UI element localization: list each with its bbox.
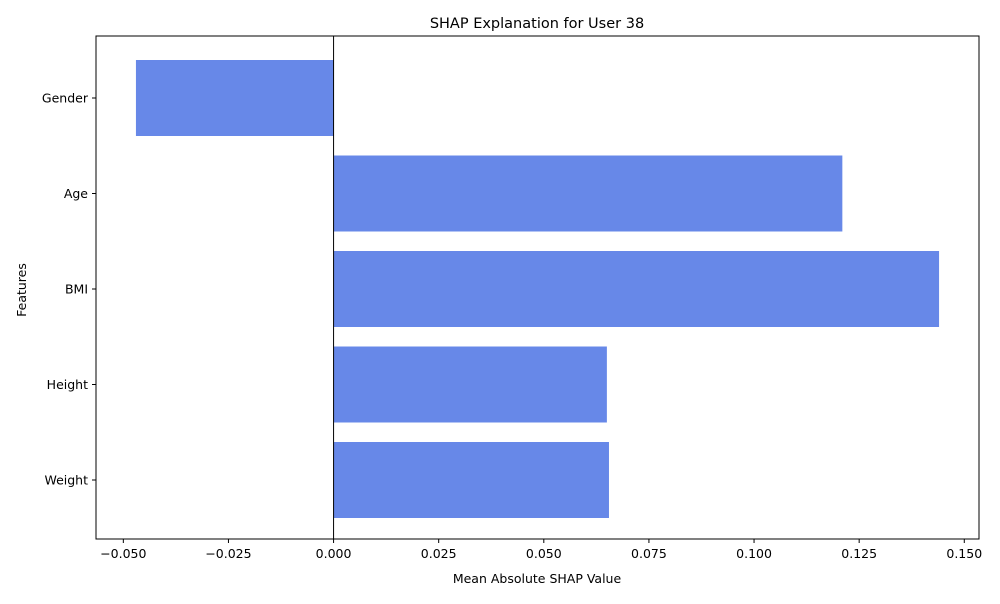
y-tick-label: Gender: [42, 91, 89, 106]
x-tick-label: −0.025: [205, 546, 251, 561]
bar-gender: [135, 60, 334, 136]
x-tick-label: 0.150: [946, 546, 982, 561]
plot-frame: [95, 35, 980, 540]
x-axis-ticks: −0.050 −0.025 0.000 0.025 0.050 0.075 0.100 0.1…: [100, 539, 982, 561]
bar-weight: [333, 442, 609, 518]
chart-title: SHAP Explanation for User 38: [430, 16, 644, 32]
bar-bmi: [333, 251, 940, 327]
y-tick-label: Age: [64, 186, 88, 201]
x-tick-label: 0.000: [316, 546, 352, 561]
y-axis-ticks: Gender Age BMI Height Weight: [42, 91, 96, 488]
x-tick-label: −0.050: [100, 546, 146, 561]
x-tick-label: 0.025: [421, 546, 457, 561]
x-axis-label: Mean Absolute SHAP Value: [453, 571, 622, 586]
bars-group: [135, 60, 940, 518]
x-tick-label: 0.100: [736, 546, 772, 561]
y-tick-label: Height: [47, 377, 88, 392]
x-tick-label: 0.075: [631, 546, 667, 561]
y-tick-label: Weight: [44, 473, 88, 488]
x-tick-label: 0.125: [841, 546, 877, 561]
x-tick-label: 0.050: [526, 546, 562, 561]
y-axis-label: Features: [14, 263, 29, 317]
bar-height: [333, 346, 607, 423]
bar-age: [333, 155, 843, 232]
y-tick-label: BMI: [65, 282, 88, 297]
